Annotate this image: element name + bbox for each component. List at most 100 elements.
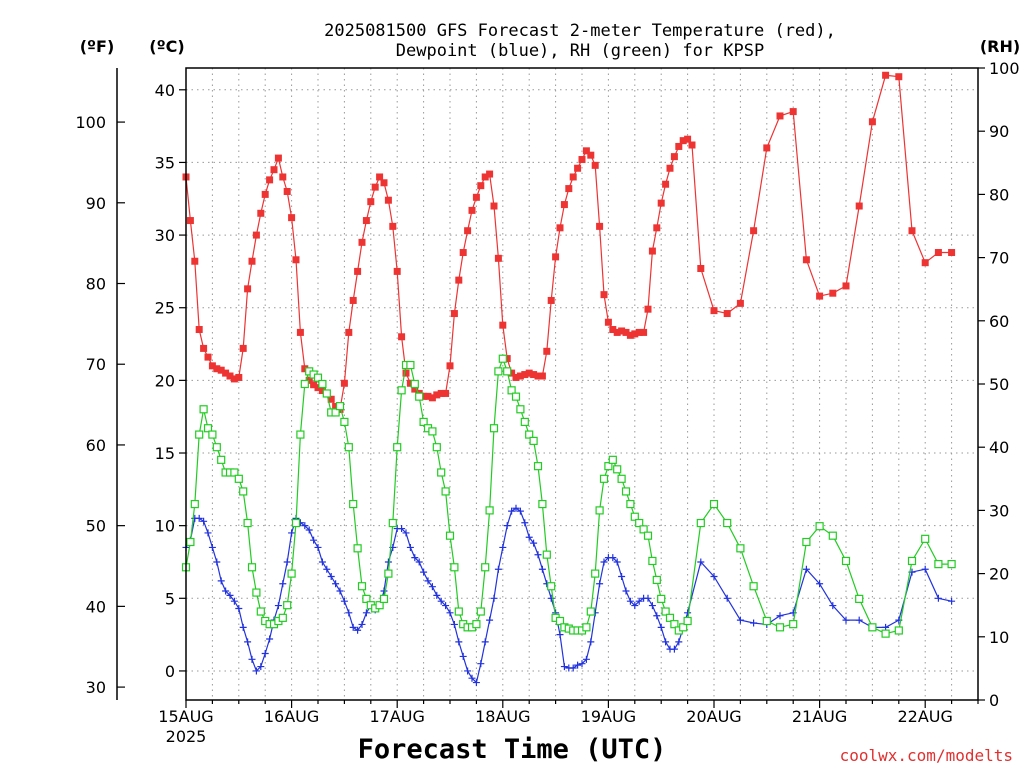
dewpoint-point xyxy=(829,602,837,610)
rh-point xyxy=(604,462,613,471)
dewpoint-point xyxy=(842,616,850,624)
rh-point xyxy=(635,518,644,528)
rh-point xyxy=(415,392,424,401)
x-tick-label: 17AUG xyxy=(369,707,424,726)
temperature-point xyxy=(393,267,401,275)
chart-title: 2025081500 GFS Forecast 2-meter Temperat… xyxy=(324,21,836,41)
rh-point xyxy=(190,499,199,509)
temperature-point xyxy=(279,173,287,181)
temperature-point xyxy=(613,328,621,336)
dewpoint-point xyxy=(424,577,432,585)
rh-point xyxy=(481,563,490,572)
dewpoint-point xyxy=(411,554,419,562)
dewpoint-point xyxy=(406,543,414,551)
rh-point xyxy=(894,626,903,635)
rh-point xyxy=(379,594,389,603)
temperature-point xyxy=(358,238,366,246)
dewpoint-point xyxy=(314,543,322,551)
dewpoint-point xyxy=(261,650,269,658)
fahrenheit-tick-label: 80 xyxy=(86,275,106,294)
rh-point xyxy=(657,594,666,603)
temperature-point xyxy=(657,199,665,207)
celsius-unit-label: (ºC) xyxy=(149,37,184,56)
temperature-point xyxy=(648,247,656,255)
rh-point xyxy=(494,367,503,376)
rh-point xyxy=(881,629,890,638)
dewpoint-point xyxy=(613,558,621,566)
temperature-point xyxy=(556,224,564,232)
temperature-point xyxy=(384,196,392,204)
rh-point xyxy=(340,417,349,427)
temperature-point xyxy=(398,333,406,341)
celsius-tick-label: 10 xyxy=(155,517,175,536)
temperature-point xyxy=(543,347,551,355)
rh-point xyxy=(520,417,529,427)
rh-point xyxy=(287,569,296,578)
temperature-point xyxy=(354,267,362,275)
rh-point xyxy=(186,537,195,547)
rh-point xyxy=(591,569,600,578)
dewpoint-point xyxy=(490,594,498,602)
dewpoint-point xyxy=(437,597,445,605)
celsius-tick-label: 15 xyxy=(155,444,175,463)
temperature-point xyxy=(503,355,511,363)
rh-point xyxy=(247,563,257,572)
temperature-point xyxy=(574,164,582,172)
rh-point xyxy=(485,506,494,515)
temperature-point xyxy=(455,276,463,284)
rh-point xyxy=(789,620,798,629)
temperature-point xyxy=(842,282,850,290)
rh-point xyxy=(397,386,406,395)
dewpoint-point xyxy=(208,543,216,551)
temperature-point xyxy=(578,156,586,164)
fahrenheit-unit-label: (ºF) xyxy=(80,37,115,56)
rh-point xyxy=(410,379,419,389)
rh-point xyxy=(516,405,525,414)
rh-point xyxy=(934,560,943,569)
temperature-point xyxy=(481,173,489,181)
rh-point xyxy=(775,623,785,632)
dewpoint-point xyxy=(301,522,309,530)
temperature-point xyxy=(723,310,731,318)
rh-point xyxy=(503,367,512,376)
temperature-point xyxy=(345,328,353,336)
temperature-point xyxy=(450,310,458,318)
temperature-point xyxy=(816,292,824,300)
rh-tick-label: 0 xyxy=(989,691,999,710)
rh-point xyxy=(318,379,327,389)
temperature-point xyxy=(802,256,810,264)
rh-point xyxy=(626,499,635,509)
rh-point xyxy=(525,430,534,439)
temperature-point xyxy=(266,176,274,184)
dewpoint-point xyxy=(855,616,863,624)
rh-point xyxy=(630,512,639,521)
dewpoint-point xyxy=(644,594,652,602)
rh-point xyxy=(278,613,287,622)
temperature-point xyxy=(508,369,516,377)
dewpoint-point xyxy=(415,558,423,566)
temperature-point xyxy=(512,373,520,381)
rh-point xyxy=(749,582,758,591)
dewpoint-point xyxy=(670,645,678,653)
rh-point xyxy=(230,468,239,477)
dewpoint-point xyxy=(305,526,313,534)
rh-point xyxy=(511,392,521,401)
dewpoint-point xyxy=(244,638,252,646)
rh-point xyxy=(542,550,551,559)
dewpoint-point xyxy=(345,609,353,617)
temperature-point xyxy=(626,331,634,339)
temperature-point xyxy=(666,164,674,172)
temperature-point xyxy=(868,118,876,126)
dewpoint-point xyxy=(266,635,274,643)
dewpoint-point xyxy=(384,558,392,566)
x-tick-label: 16AUG xyxy=(264,707,319,726)
fahrenheit-tick-label: 90 xyxy=(86,194,106,213)
rh-point xyxy=(243,518,252,528)
temperature-point xyxy=(552,253,560,261)
temperature-point xyxy=(428,394,436,402)
temperature-point xyxy=(582,147,590,155)
rh-point xyxy=(868,623,877,632)
rh-point xyxy=(661,607,670,616)
rh-point xyxy=(538,499,547,509)
temperature-point xyxy=(332,403,340,411)
